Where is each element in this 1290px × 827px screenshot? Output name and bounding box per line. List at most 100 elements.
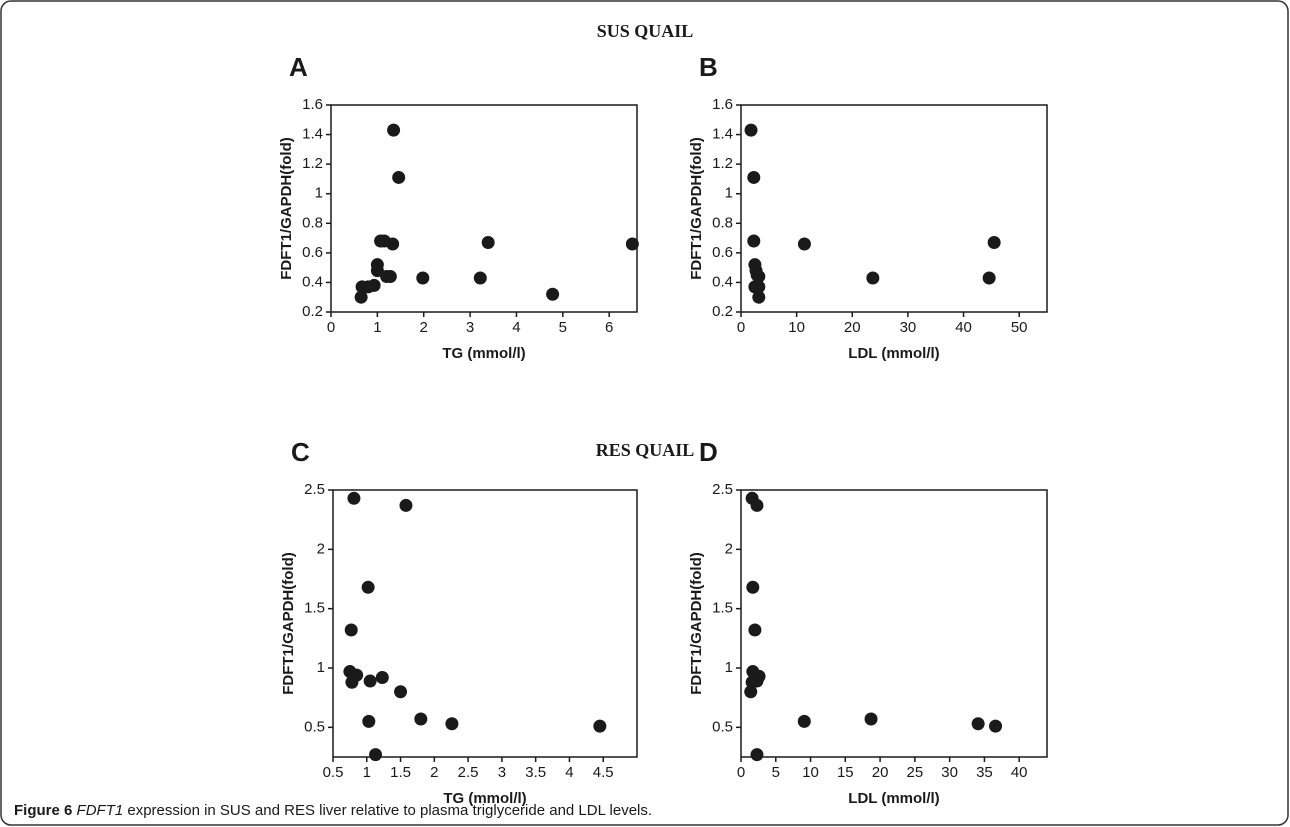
x-axis-title: LDL (mmol/l) — [848, 790, 939, 807]
y-tick-label: 1.6 — [302, 96, 323, 113]
y-tick-label: 1.6 — [712, 96, 733, 113]
point — [369, 748, 383, 762]
point — [347, 491, 361, 505]
x-tick-label: 2.5 — [458, 764, 479, 781]
panel-letter: A — [289, 52, 308, 82]
point — [445, 717, 459, 731]
point — [866, 271, 880, 285]
y-tick-label: 2.5 — [712, 481, 733, 498]
y-tick-label: 0.4 — [712, 273, 733, 290]
point — [971, 717, 985, 731]
y-tick-label: 1 — [317, 659, 325, 676]
plot-frame — [332, 489, 638, 758]
point — [987, 236, 1001, 250]
heading: RES QUAIL — [596, 440, 695, 460]
x-tick-label: 35 — [976, 764, 993, 781]
y-tick-label: 1.2 — [712, 155, 733, 172]
y-tick-label: 0.5 — [712, 718, 733, 735]
x-tick-label: 30 — [941, 764, 958, 781]
x-tick-label: 3 — [498, 764, 506, 781]
point — [751, 672, 765, 686]
point — [625, 237, 639, 251]
y-tick-label: 2 — [317, 540, 325, 557]
point — [989, 719, 1003, 733]
x-tick-label: 1 — [373, 319, 381, 336]
y-tick-label: 0.6 — [302, 244, 323, 261]
point — [383, 270, 397, 284]
point — [363, 674, 377, 688]
y-axis-title: FDFT1/GAPDH(fold) — [278, 137, 295, 279]
point — [344, 623, 358, 637]
x-tick-label: 0 — [737, 764, 745, 781]
point — [752, 290, 766, 304]
point — [370, 258, 384, 272]
point — [744, 123, 758, 137]
x-tick-label: 0 — [737, 319, 745, 336]
x-axis-title: TG (mmol/l) — [443, 790, 526, 807]
y-tick-label: 0.8 — [712, 214, 733, 231]
x-tick-label: 30 — [900, 319, 917, 336]
x-tick-label: 3 — [466, 319, 474, 336]
y-axis-title: FDFT1/GAPDH(fold) — [280, 552, 297, 694]
point — [394, 685, 408, 699]
y-tick-label: 0.2 — [712, 303, 733, 320]
point — [744, 685, 758, 699]
point — [362, 714, 376, 728]
x-tick-label: 4.5 — [593, 764, 614, 781]
point — [752, 270, 766, 284]
x-tick-label: 10 — [802, 764, 819, 781]
x-tick-label: 4 — [565, 764, 573, 781]
y-tick-label: 1.5 — [712, 600, 733, 617]
x-tick-label: 0 — [327, 319, 335, 336]
point — [386, 237, 400, 251]
point — [473, 271, 487, 285]
x-tick-label: 20 — [844, 319, 861, 336]
plot-frame — [740, 104, 1048, 313]
point — [864, 712, 878, 726]
y-tick-label: 2 — [725, 540, 733, 557]
point — [387, 123, 401, 137]
point — [750, 498, 764, 512]
y-tick-label: 2.5 — [304, 481, 325, 498]
point — [375, 670, 389, 684]
x-tick-label: 1.5 — [390, 764, 411, 781]
y-tick-label: 1 — [315, 185, 323, 202]
y-tick-label: 0.5 — [304, 718, 325, 735]
heading: SUS QUAIL — [597, 21, 694, 41]
point — [982, 271, 996, 285]
point — [416, 271, 430, 285]
y-tick-label: 0.4 — [302, 273, 323, 290]
x-tick-label: 20 — [872, 764, 889, 781]
y-tick-label: 1.2 — [302, 155, 323, 172]
point — [747, 234, 761, 248]
point — [361, 580, 375, 594]
caption-text: expression in SUS and RES liver relative… — [127, 802, 652, 819]
point — [392, 170, 406, 184]
caption: Figure 6 FDFT1 expression in SUS and RES… — [14, 802, 652, 819]
point — [748, 280, 762, 294]
point — [750, 748, 764, 762]
y-tick-label: 0.6 — [712, 244, 733, 261]
x-tick-label: 6 — [605, 319, 613, 336]
y-tick-label: 0.8 — [302, 214, 323, 231]
point — [797, 714, 811, 728]
y-tick-label: 1.4 — [302, 126, 323, 143]
y-tick-label: 1 — [725, 185, 733, 202]
point — [399, 498, 413, 512]
plot-frame — [330, 104, 638, 313]
point — [797, 237, 811, 251]
x-tick-label: 5 — [559, 319, 567, 336]
y-axis-title: FDFT1/GAPDH(fold) — [688, 552, 705, 694]
x-tick-label: 15 — [837, 764, 854, 781]
x-tick-label: 2 — [420, 319, 428, 336]
x-tick-label: 4 — [512, 319, 520, 336]
point — [593, 719, 607, 733]
point — [546, 287, 560, 301]
caption-gene: FDFT1 — [77, 802, 124, 819]
point — [748, 623, 762, 637]
x-tick-label: 5 — [772, 764, 780, 781]
panel-letter: C — [291, 437, 310, 467]
panel-letter: D — [699, 437, 718, 467]
